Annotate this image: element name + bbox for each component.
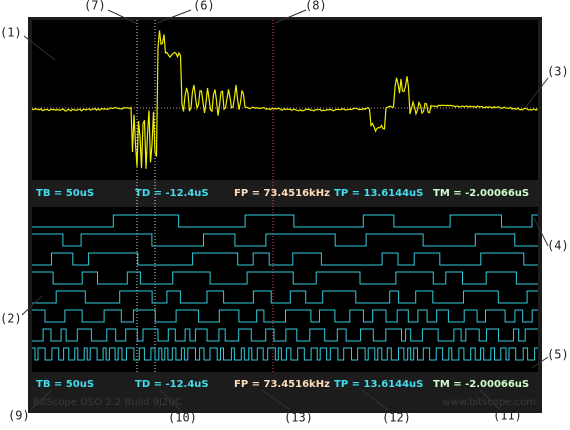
analog-display [32, 20, 538, 180]
status-td: TD = -12.4uS [135, 188, 209, 199]
leader [21, 295, 43, 316]
logic-traces [32, 214, 538, 361]
footer-url: www.bitscope.com [442, 397, 536, 408]
status-fp: FP = 73.4516kHz [234, 188, 330, 199]
logic-trace [32, 214, 538, 228]
status-tm: TM = -2.00066uS [433, 188, 529, 199]
leader [159, 389, 181, 411]
leader [524, 77, 549, 109]
logic-trace [32, 271, 538, 285]
leader [531, 356, 549, 369]
status-tb: TB = 50uS [36, 379, 94, 390]
callout: (9) [8, 409, 30, 423]
leader [533, 217, 549, 247]
callout: (12) [382, 411, 411, 425]
callout: (11) [493, 409, 522, 423]
leader [23, 35, 56, 61]
callout: (7) [84, 0, 106, 13]
logic-display [32, 207, 538, 372]
leader [274, 9, 307, 24]
status-tp: TP = 13.6144uS [334, 379, 423, 390]
status-tm: TM = -2.00066uS [433, 379, 529, 390]
logic-trace [32, 309, 538, 323]
logic-trace [32, 290, 538, 304]
status-tb: TB = 50uS [36, 188, 94, 199]
callout: (6) [193, 0, 215, 13]
leader [479, 389, 501, 411]
callout: (5) [547, 348, 569, 362]
callout-leaders [21, 9, 549, 411]
leader [261, 389, 291, 411]
leader [29, 389, 53, 411]
callout: (1) [0, 26, 22, 40]
analog-trace [31, 30, 538, 169]
callout: (10) [168, 411, 197, 425]
leader [361, 389, 389, 411]
status-tp: TP = 13.6144uS [334, 188, 423, 199]
leader [156, 9, 192, 24]
callout: (3) [547, 65, 569, 79]
status-td: TD = -12.4uS [135, 379, 209, 390]
leader [107, 9, 137, 24]
logic-trace [32, 328, 538, 342]
status-fp: FP = 73.4516kHz [234, 379, 330, 390]
callout: (13) [284, 411, 313, 425]
callout: (8) [305, 0, 327, 13]
callout: (2) [0, 312, 22, 326]
logic-trace [32, 347, 538, 361]
callout: (4) [547, 239, 569, 253]
logic-trace [32, 233, 538, 247]
footer-build: BitScope DSO 2.2 Build 9J20C [33, 397, 182, 408]
logic-trace [32, 252, 538, 266]
